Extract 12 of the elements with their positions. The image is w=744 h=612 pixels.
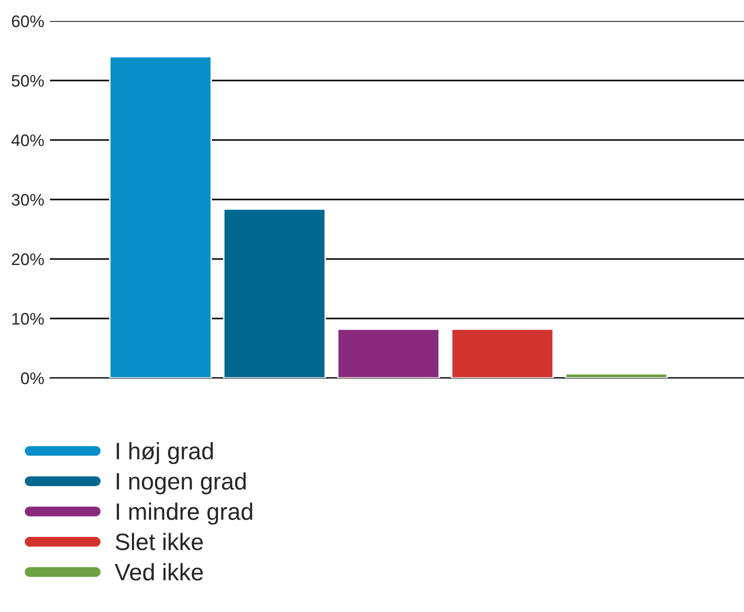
y-tick-label: 40% <box>11 134 44 146</box>
y-tick-label: 10% <box>12 312 44 325</box>
legend-label: I høj grad <box>116 442 213 464</box>
legend-label: Slet ikke <box>116 532 203 550</box>
legend-label: I nogen grad <box>116 472 246 494</box>
y-tick-label: 30% <box>12 194 44 206</box>
y-tick-label: 50% <box>12 74 44 87</box>
y-tick-label: 60% <box>12 15 44 28</box>
y-tick-label: 0% <box>21 372 44 384</box>
legend-label: I mindre grad <box>116 502 252 525</box>
y-tick-label: 20% <box>12 253 44 266</box>
legend-label: Ved ikke <box>114 563 203 581</box>
